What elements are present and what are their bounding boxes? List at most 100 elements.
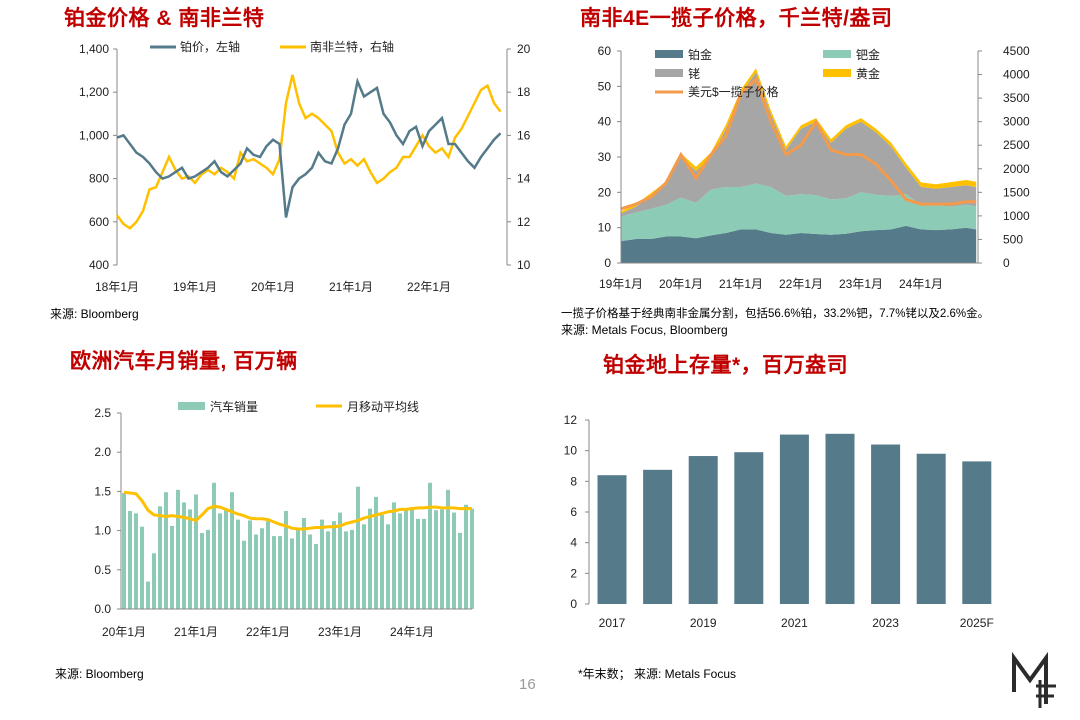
chart4-bar	[871, 444, 901, 604]
chart3-bar	[170, 525, 174, 609]
chart4-source: *年末数； 来源: Metals Focus	[578, 667, 737, 681]
chart3-bar	[434, 510, 438, 609]
chart1-rand-line	[115, 74, 502, 230]
chart4-y-tick-label: 4	[570, 536, 577, 550]
chart2-right-tick-label: 2000	[1003, 162, 1030, 176]
chart3-bar	[368, 508, 372, 609]
chart2-area-platinum	[621, 225, 977, 263]
chart2-right-tick-label: 1500	[1003, 185, 1030, 199]
chart3-bar	[356, 486, 360, 609]
chart1-left-tick-label: 1,000	[79, 128, 109, 142]
chart2-legend-basket-label: 美元$一揽子价格	[688, 84, 779, 99]
chart4-y-tick-label: 2	[570, 566, 577, 580]
chart2-x-tick-label: 22年1月	[779, 277, 823, 291]
chart3-legend-ma-label: 月移动平均线	[347, 400, 419, 414]
chart4-bar	[597, 475, 627, 604]
chart3-bar	[374, 496, 378, 609]
chart2-legend-rhodium-swatch	[655, 69, 683, 77]
chart1-left-tick-label: 400	[89, 258, 109, 272]
chart1-title: 铂金价格 & 南非兰特	[64, 7, 265, 30]
chart4-x-tick-label: 2025F	[960, 616, 994, 630]
chart1-legend-platinum-label: 铂价，左轴	[180, 39, 240, 54]
chart3-bar	[176, 489, 180, 609]
chart4-bar	[825, 433, 855, 604]
chart3-title: 欧洲汽车月销量, 百万辆	[70, 350, 298, 373]
chart2-x-tick-label: 19年1月	[599, 277, 643, 291]
chart3-bar	[302, 518, 306, 609]
chart4-title: 铂金地上存量*，百万盎司	[603, 354, 849, 377]
chart3-bar	[416, 518, 420, 609]
chart3-legend-sales-label: 汽车销量	[210, 399, 258, 414]
chart1-x-tick-label: 20年1月	[251, 280, 295, 294]
chart3-bar	[128, 511, 132, 609]
chart4-y-tick-label: 12	[564, 413, 578, 427]
chart3-bar	[344, 531, 348, 609]
chart3-bar	[320, 519, 324, 609]
chart2-left-tick-label: 30	[598, 150, 612, 164]
chart3-bar	[200, 532, 204, 609]
chart3-bar	[230, 492, 234, 609]
chart2-right-tick-label: 3000	[1003, 115, 1030, 129]
chart3-y-tick-label: 2.5	[94, 406, 111, 420]
chart1-x-tick-label: 22年1月	[407, 280, 451, 294]
chart1-legend-rand-label: 南非兰特，右轴	[310, 39, 394, 54]
chart2-left-tick-label: 40	[598, 115, 612, 129]
chart3-bar	[122, 492, 126, 609]
chart2-x-tick-label: 23年1月	[839, 277, 883, 291]
chart3-bar	[440, 509, 444, 609]
chart1-right-tick-label: 12	[517, 215, 531, 229]
chart3-bar	[242, 540, 246, 609]
chart3-bar	[380, 514, 384, 609]
chart3-bar	[350, 529, 354, 609]
page-number: 16	[519, 676, 536, 693]
chart3-y-tick-label: 0.5	[94, 563, 111, 577]
chart2-right-tick-label: 500	[1003, 232, 1023, 246]
chart3-bar	[158, 506, 162, 609]
chart3-bar	[422, 518, 426, 609]
chart2-title: 南非4E一揽子价格，千兰特/盎司	[580, 7, 893, 30]
chart1-left-tick-label: 1,400	[79, 42, 109, 56]
chart2-left-tick-label: 60	[598, 44, 612, 58]
chart3-bar	[446, 489, 450, 609]
chart2-right-tick-label: 0	[1003, 256, 1010, 270]
chart3-bar	[272, 536, 276, 609]
chart4-bar	[962, 461, 992, 604]
chart3-bar	[278, 536, 282, 609]
chart2-right-tick-label: 4000	[1003, 68, 1030, 82]
chart2-left-tick-label: 20	[598, 185, 612, 199]
chart2-x-tick-label: 20年1月	[659, 277, 703, 291]
chart3-bar	[326, 531, 330, 609]
chart3-bar	[386, 524, 390, 609]
chart2-left-tick-label: 0	[604, 256, 611, 270]
chart4-bar	[734, 452, 764, 604]
chart1-right-tick-label: 10	[517, 258, 531, 272]
chart3-bar	[314, 543, 318, 609]
chart3-y-tick-label: 1.0	[94, 524, 111, 538]
chart2-legend-palladium-label: 钯金	[856, 47, 880, 62]
chart3-bar	[392, 502, 396, 609]
chart3-ma-line	[123, 490, 472, 531]
chart3-bar	[452, 512, 456, 609]
chart3-bar	[332, 521, 336, 609]
chart2-source: 来源: Metals Focus, Bloomberg	[561, 323, 728, 337]
chart3-bar	[428, 482, 432, 609]
chart2-note: 一揽子价格基于经典南非金属分割，包括56.6%铂，33.2%钯，7.7%铑以及2…	[561, 308, 990, 320]
chart2-left-tick-label: 10	[598, 221, 612, 235]
chart3-bar	[152, 553, 156, 609]
chart3-y-tick-label: 2.0	[94, 445, 111, 459]
chart1-right-tick-label: 20	[517, 42, 531, 56]
chart4-bar	[779, 434, 809, 604]
chart3-x-tick-label: 21年1月	[174, 625, 218, 639]
chart2-legend-gold-label: 黄金	[856, 66, 880, 81]
chart3-bar	[410, 507, 414, 609]
chart2-right-tick-label: 4500	[1003, 44, 1030, 58]
chart3-bar	[164, 492, 168, 609]
company-logo	[1012, 652, 1056, 708]
chart4-bar	[916, 453, 946, 604]
chart3-bar	[206, 529, 210, 609]
chart3-bar	[296, 528, 300, 609]
chart2-legend-palladium-swatch	[823, 50, 851, 58]
chart2-legend-rhodium-label: 铑	[688, 67, 700, 81]
chart3-bar	[464, 504, 468, 609]
